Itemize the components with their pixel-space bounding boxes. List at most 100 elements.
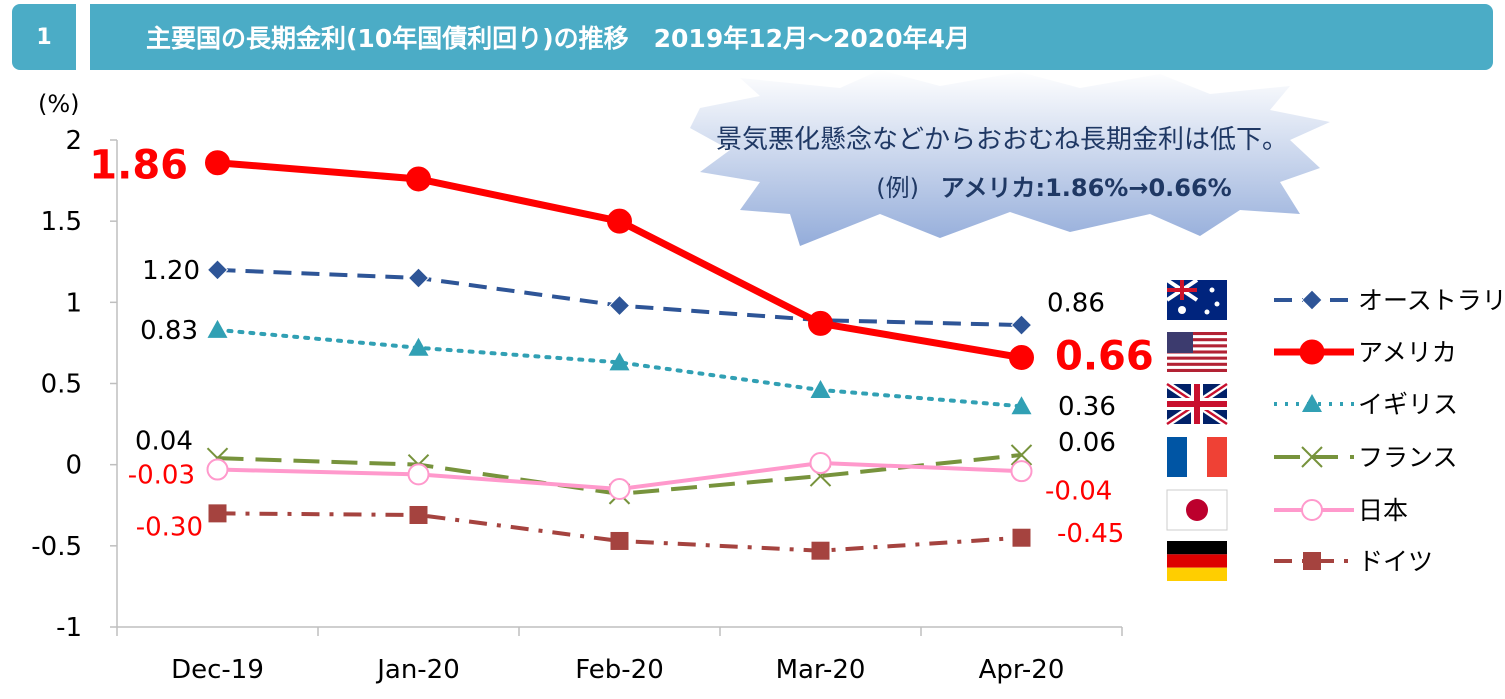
y-tick-label: 2 [65,126,82,156]
flag-star [1214,301,1220,307]
legend-marker [1301,499,1323,521]
y-tick-label: -1 [56,613,82,643]
data-point [1009,345,1034,371]
series-line [217,511,1022,553]
flag-canton [1167,332,1193,353]
data-point [809,452,832,475]
marker-x-stroke [1010,444,1033,466]
data-point [1010,460,1033,483]
flag-star [1204,309,1210,315]
data-point [608,478,631,501]
series-circle [205,150,1034,371]
x-tick-label: Jan-20 [375,655,460,685]
y-axis-unit: (%) [38,90,80,118]
flag-stripe [1167,567,1227,581]
data-label: 1.20 [142,256,200,286]
x-tick-label: Apr-20 [979,655,1065,685]
legend-item: 日本 [1274,496,1408,525]
flag-stripe [1167,332,1227,336]
data-point [1011,396,1032,415]
data-point [808,310,833,336]
legend-marker [1301,446,1323,468]
data-point [1012,528,1031,547]
y-tick-label: 1.5 [41,207,82,237]
series-diamond [206,259,1033,336]
legend-label: 日本 [1358,496,1408,525]
data-point [206,458,229,481]
flag-australia [1165,278,1227,320]
callout-line2-prefix: (例) [876,174,919,202]
legend-item: フランス [1274,443,1458,472]
flag-france [1167,437,1227,477]
legend-item: アメリカ [1274,338,1457,367]
flag-sun [1186,499,1208,521]
data-point [207,319,228,338]
section-number: 1 [12,4,76,70]
flag-stripe [1167,338,1227,342]
x-tick-label: Mar-20 [776,655,866,685]
data-label: -0.45 [1057,519,1124,549]
data-point [811,541,830,560]
callout-line2-bold: アメリカ:1.86%→0.66% [941,174,1232,202]
data-point [409,505,428,524]
data-point [406,166,431,192]
legend-marker [1301,289,1323,311]
flag-stripe [1167,288,1197,292]
page-title-text: 主要国の長期金利(10年国債利回り)の推移 2019年12月〜2020年4月 [146,24,970,53]
series-line [215,327,1024,409]
data-label: 0.66 [1055,334,1154,380]
data-point [608,294,631,317]
legend-item: イギリス [1274,390,1458,419]
data-label: 0.86 [1047,288,1105,318]
flag-stripe [1167,356,1227,360]
legend-marker [1299,339,1325,365]
flag-uk [1165,381,1229,427]
data-point [407,267,430,289]
data-label: -0.30 [136,512,203,542]
flag-usa [1167,332,1227,372]
flag-germany [1167,541,1227,581]
flag-stripe [1167,541,1227,555]
callout-line2: (例) アメリカ:1.86%→0.66% [876,174,1231,202]
flag-japan [1166,489,1228,531]
y-tick-label: 0 [65,451,82,481]
data-point [610,531,629,550]
y-tick-label: 0.5 [41,370,82,400]
flag-stripe [1207,437,1227,477]
flag-stripe [1167,554,1227,568]
flag-stripe [1167,401,1227,407]
legend-marker [1302,394,1322,412]
y-tick-label: 1 [65,288,82,318]
y-tick-label: -0.5 [31,532,82,562]
legend-label: ドイツ [1358,547,1433,576]
data-point [408,337,429,356]
data-label: 1.86 [89,143,188,189]
data-point [609,352,630,371]
legend-item: ドイツ [1274,547,1433,576]
data-point [1010,314,1033,336]
data-label: 0.83 [140,316,198,346]
legend-label: アメリカ [1358,338,1457,367]
x-tick-label: Dec-19 [171,655,264,685]
data-point [206,259,229,281]
flag-stripe [1167,368,1227,372]
legend-marker [1303,552,1321,570]
data-label: -0.03 [128,461,195,491]
data-point [1010,444,1033,466]
flag-star [1209,287,1215,293]
legend-label: イギリス [1358,390,1458,419]
marker-x-stroke [1301,446,1323,468]
flag-stripe [1167,437,1187,477]
flag-stripe [1187,437,1207,477]
callout-burst [690,70,1330,246]
series-square [208,504,1031,560]
data-point [208,504,227,523]
series-open-circle [206,452,1033,501]
data-label: 0.04 [135,426,193,456]
data-point [407,463,430,486]
data-label: -0.04 [1045,477,1112,507]
x-tick-label: Feb-20 [575,655,664,685]
